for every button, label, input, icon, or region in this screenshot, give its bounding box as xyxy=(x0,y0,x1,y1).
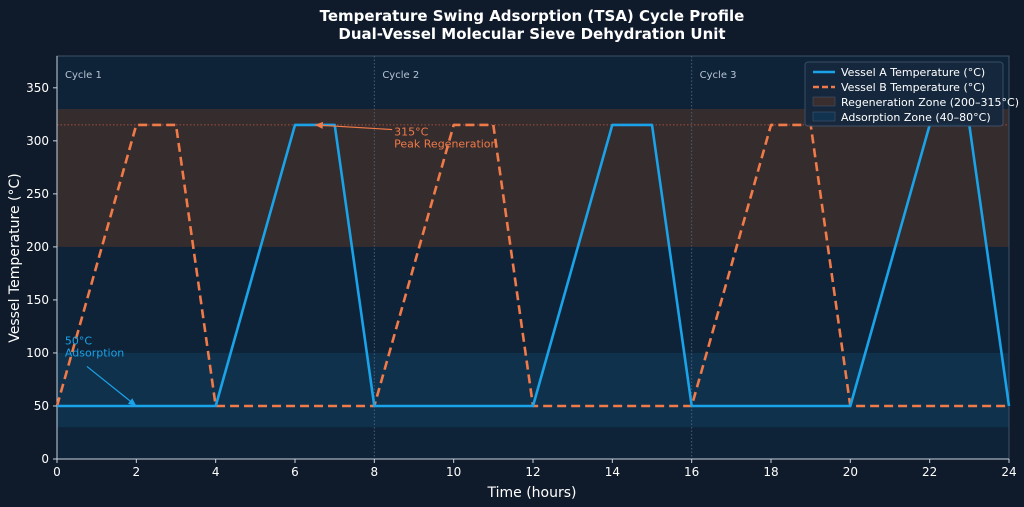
regeneration-zone xyxy=(57,109,1009,247)
annotation-text: 315°C xyxy=(394,126,428,139)
legend-entry-label: Vessel B Temperature (°C) xyxy=(841,81,985,94)
y-tick-label: 50 xyxy=(34,399,49,413)
annotation-arrow-line xyxy=(86,365,137,407)
legend-entry-label: Vessel A Temperature (°C) xyxy=(841,66,985,79)
y-tick-label: 300 xyxy=(26,134,49,148)
x-axis-label: Time (hours) xyxy=(487,485,577,501)
x-tick-label: 4 xyxy=(212,465,220,479)
y-tick-label: 0 xyxy=(41,452,49,466)
adsorption-zone xyxy=(57,352,1009,428)
y-axis-label: Vessel Temperature (°C) xyxy=(7,173,23,342)
x-tick-label: 0 xyxy=(53,465,61,479)
annotation-text: 50°C xyxy=(65,334,92,347)
x-tick-label: 18 xyxy=(763,465,778,479)
x-tick-label: 22 xyxy=(922,465,937,479)
legend: Vessel A Temperature (°C) Vessel B Temper… xyxy=(804,61,1019,127)
y-tick-label: 250 xyxy=(26,187,49,201)
chart-subtitle: Dual-Vessel Molecular Sieve Dehydration … xyxy=(338,25,725,43)
annotation-text: Adsorption xyxy=(65,346,124,359)
y-tick-label: 150 xyxy=(26,293,49,307)
x-tick-label: 8 xyxy=(371,465,379,479)
legend-swatch-patch xyxy=(812,96,836,107)
chart-title: Temperature Swing Adsorption (TSA) Cycle… xyxy=(320,7,745,25)
x-tick-label: 12 xyxy=(525,465,540,479)
annotation-text: Peak Regeneration xyxy=(394,138,497,151)
annotation-arrow-line xyxy=(314,124,393,131)
y-tick-label: 200 xyxy=(26,240,49,254)
cycle-label: Cycle 3 xyxy=(700,70,737,81)
x-tick-label: 20 xyxy=(843,465,858,479)
legend-entry-label: Adsorption Zone (40–80°C) xyxy=(841,111,991,124)
x-tick-label: 10 xyxy=(446,465,461,479)
cycle-label: Cycle 1 xyxy=(65,70,102,81)
annotation-arrow-head xyxy=(127,398,137,406)
legend-entry-label: Regeneration Zone (200–315°C) xyxy=(841,96,1019,109)
x-tick-label: 14 xyxy=(605,465,620,479)
annotation-arrow-head xyxy=(314,121,324,129)
y-tick-label: 350 xyxy=(26,81,49,95)
x-tick-label: 24 xyxy=(1001,465,1016,479)
x-tick-label: 2 xyxy=(133,465,141,479)
legend-box xyxy=(804,61,1004,127)
plot-area: Cycle 1 Cycle 2 Cycle 30 2 4 6 8 10 12 14 16 18 20 22… xyxy=(26,55,1019,479)
cycle-label: Cycle 2 xyxy=(382,70,419,81)
legend-swatch-patch xyxy=(812,111,836,122)
x-tick-label: 16 xyxy=(684,465,699,479)
x-tick-label: 6 xyxy=(291,465,299,479)
y-tick-label: 100 xyxy=(26,346,49,360)
